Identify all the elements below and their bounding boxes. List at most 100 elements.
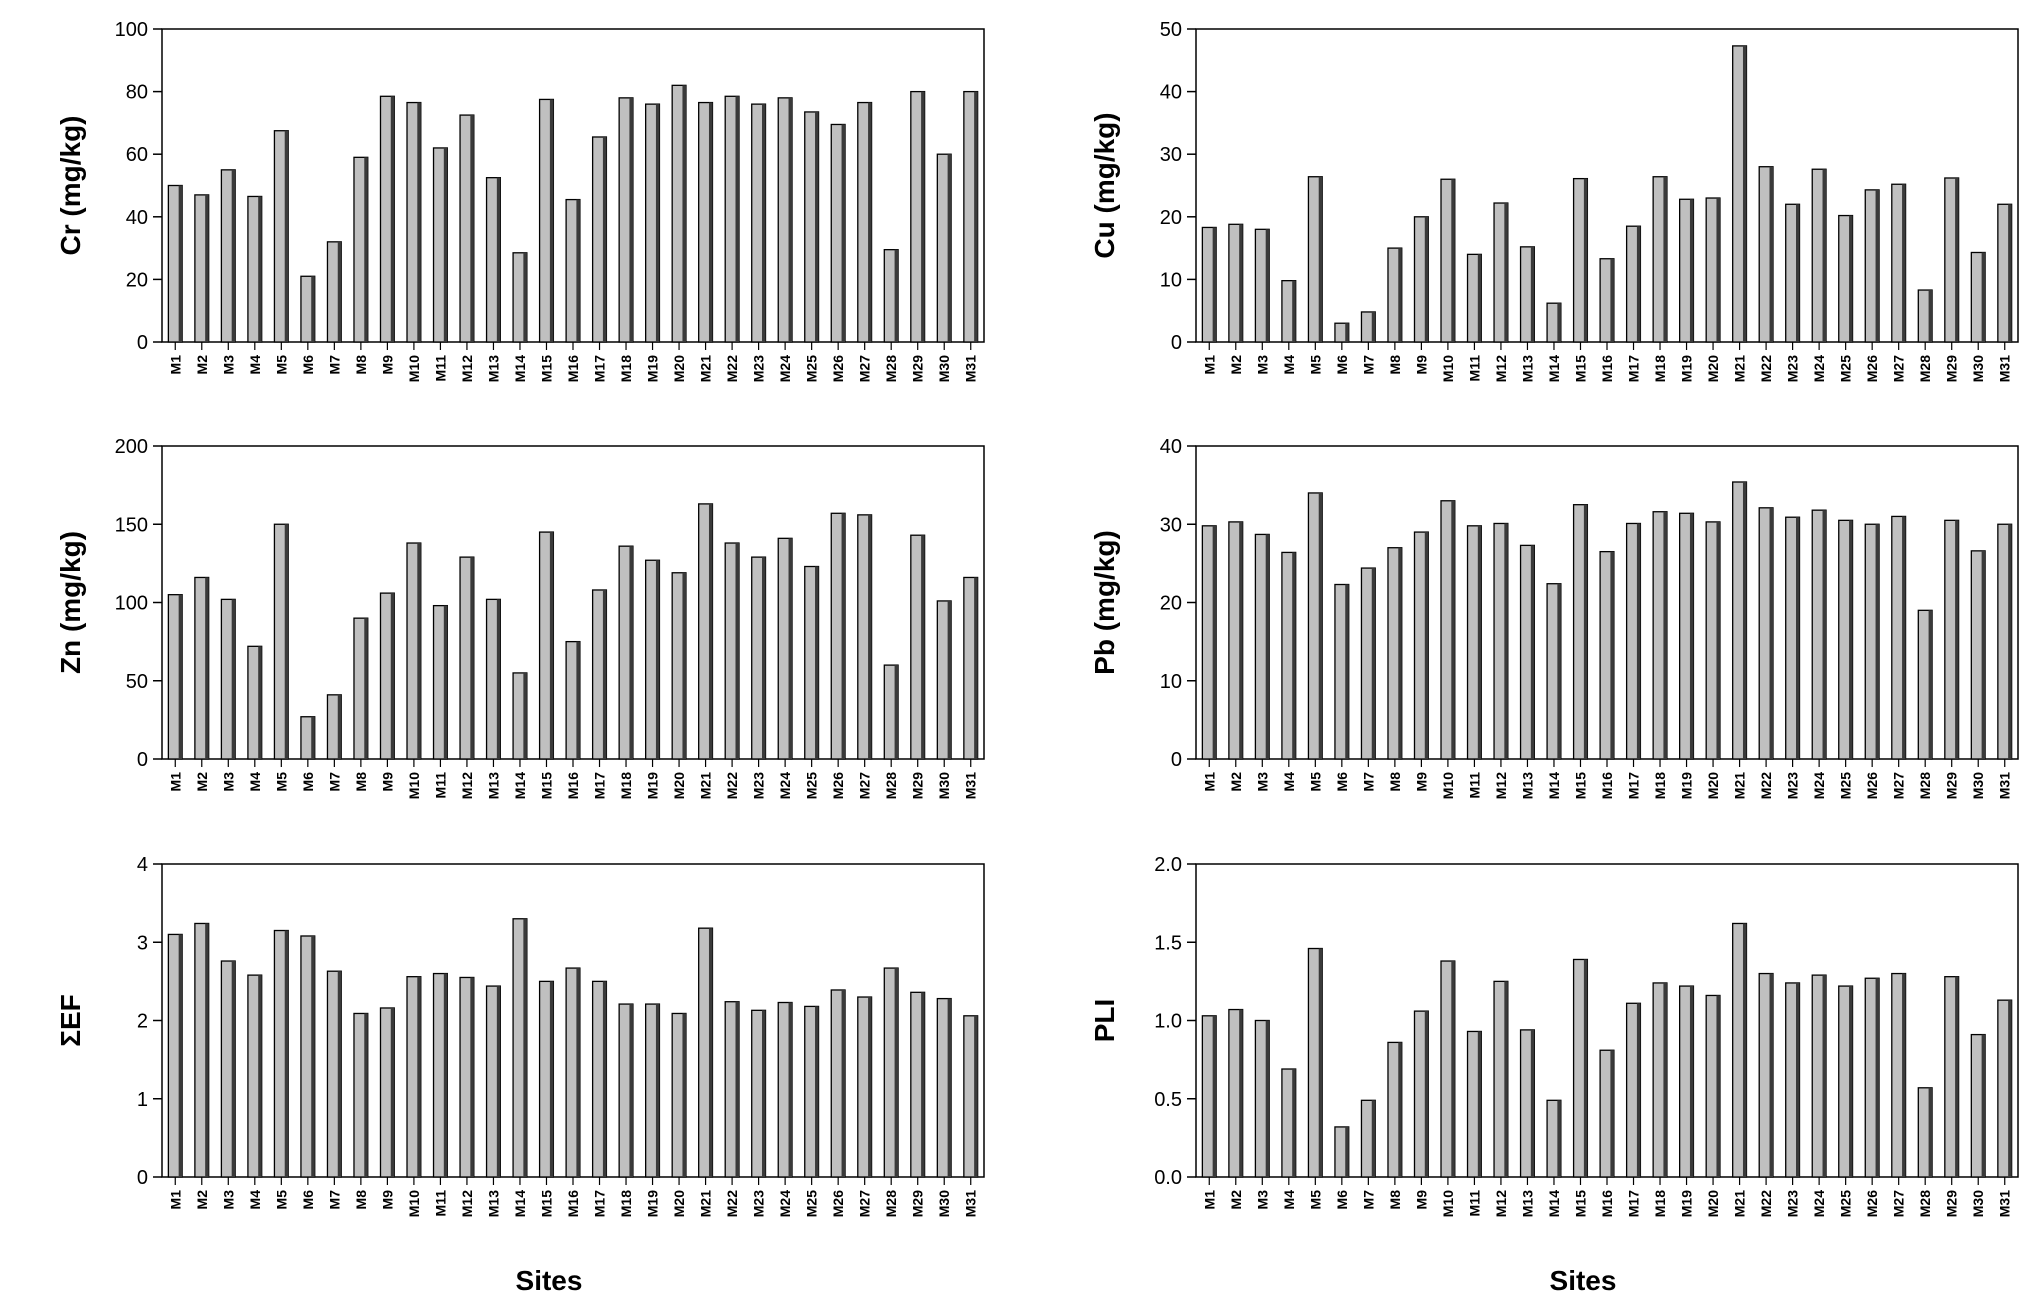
cu-category-label: M20 — [1705, 355, 1721, 382]
sef-bar-shade — [470, 977, 474, 1177]
pli-bar-shade — [1398, 1042, 1402, 1177]
pb-category-label: M4 — [1281, 772, 1297, 792]
zn-category-label: M15 — [538, 772, 554, 799]
zn-bar-shade — [974, 577, 978, 759]
cu-category-label: M4 — [1281, 355, 1297, 375]
zn-category-label: M4 — [247, 772, 263, 792]
cr-bar-shade — [735, 96, 739, 342]
cr-category-label: M31 — [963, 355, 979, 382]
pb-bar-shade — [1318, 492, 1323, 759]
panel-cu: 0 10 20 30 40 50 M1 M2 M3 M4 M5 M6 M7 M8 M9 M10 M11 M12 M1… — [1089, 19, 2019, 382]
zn-bar-shade — [337, 694, 342, 759]
pli-bar-shade — [1902, 973, 1906, 1177]
cr-category-label: M25 — [804, 355, 820, 382]
cu-category-label: M17 — [1626, 355, 1642, 382]
zn-category-label: M31 — [963, 772, 979, 799]
pli-category-label: M15 — [1572, 1190, 1588, 1217]
pli-category-label: M13 — [1519, 1190, 1535, 1217]
zn-bar-shade — [921, 535, 925, 759]
cu-bar-shade — [1583, 178, 1588, 342]
pb-category-label: M29 — [1944, 772, 1960, 799]
pb-y-axis-label: Pb (mg/kg) — [1089, 530, 1120, 675]
zn-bar-shade — [364, 618, 368, 759]
pli-bar-shade — [1345, 1126, 1349, 1177]
pb-category-label: M22 — [1758, 772, 1774, 799]
pli-bar-shade — [1769, 973, 1773, 1177]
pb-bar-shade — [1557, 583, 1561, 759]
pb-ytick-label: 40 — [1160, 436, 1182, 458]
sef-bar-shade — [496, 986, 501, 1177]
pli-category-label: M25 — [1838, 1190, 1854, 1217]
sef-ytick-label: 4 — [137, 854, 148, 876]
panel-sef: 0 1 2 3 4 M1 M2 M3 M4 M5 M6 M7 M8 M9 M10 M11 M12 M13 M14 M1… — [55, 854, 985, 1296]
pb-category-label: M25 — [1838, 772, 1854, 799]
zn-ytick-label: 50 — [126, 671, 148, 693]
pb-category-label: M21 — [1732, 772, 1748, 799]
cu-category-label: M16 — [1599, 355, 1615, 382]
pb-ytick-label: 30 — [1160, 514, 1182, 536]
sef-category-label: M7 — [326, 1190, 342, 1210]
cu-category-label: M22 — [1758, 355, 1774, 382]
pli-bar-shade — [1955, 976, 1959, 1177]
sef-ytick-label: 3 — [137, 932, 148, 954]
cu-bar-shade — [1742, 45, 1747, 342]
pb-category-label: M10 — [1440, 772, 1456, 799]
cr-ytick-label: 40 — [126, 207, 148, 229]
pb-bar-shade — [1477, 525, 1482, 759]
sef-category-label: M16 — [565, 1190, 581, 1217]
cu-ytick-label: 0 — [1171, 332, 1182, 354]
cu-category-label: M14 — [1546, 355, 1562, 382]
zn-category-label: M28 — [883, 772, 899, 799]
cu-category-label: M30 — [1970, 355, 1986, 382]
pb-bar-shade — [1424, 532, 1429, 759]
panel-cr: 0 20 40 60 80 100 M1 M2 M3 M4 M5 M6 M7 M8 M9 M10 M11 M12 M… — [55, 19, 985, 382]
pli-bar-shade — [1371, 1100, 1376, 1177]
zn-bar-shade — [815, 566, 819, 759]
cu-bar-shade — [1636, 226, 1641, 342]
pli-x-axis-label: Sites — [1550, 1265, 1617, 1296]
pli-bar-shade — [1530, 1029, 1535, 1177]
zn-bar-shade — [788, 538, 793, 759]
pb-category-label: M26 — [1864, 772, 1880, 799]
pb-bar-shade — [1265, 534, 1270, 759]
pb-category-label: M11 — [1466, 772, 1482, 799]
cr-bar-shade — [576, 199, 580, 342]
sef-category-label: M31 — [963, 1190, 979, 1217]
pli-category-label: M17 — [1626, 1190, 1642, 1217]
zn-category-label: M7 — [326, 772, 342, 792]
zn-category-label: M22 — [724, 772, 740, 799]
pli-category-label: M8 — [1387, 1190, 1403, 1210]
cr-bar-shade — [337, 241, 342, 342]
cu-category-label: M19 — [1679, 355, 1695, 382]
pb-category-label: M27 — [1891, 772, 1907, 799]
cr-category-label: M4 — [247, 355, 263, 375]
cr-category-label: M22 — [724, 355, 740, 382]
cu-bar-shade — [1928, 290, 1933, 342]
zn-category-label: M13 — [485, 772, 501, 799]
cu-y-axis-label: Cu (mg/kg) — [1089, 112, 1120, 258]
pb-bar-shade — [2008, 524, 2012, 759]
pli-bar-shade — [1663, 982, 1667, 1177]
pb-bar-shade — [1239, 521, 1243, 759]
sef-category-label: M13 — [485, 1190, 501, 1217]
pli-category-label: M2 — [1228, 1190, 1244, 1210]
pb-bar-shade — [1716, 521, 1720, 759]
cu-ytick-label: 10 — [1160, 269, 1182, 291]
cr-category-label: M26 — [830, 355, 846, 382]
zn-bar-shade — [735, 543, 739, 759]
pli-category-label: M31 — [1997, 1190, 2013, 1217]
pb-bar-shade — [1928, 610, 1933, 759]
pb-category-label: M6 — [1334, 772, 1350, 792]
cu-category-label: M25 — [1838, 355, 1854, 382]
pli-category-label: M23 — [1785, 1190, 1801, 1217]
sef-bar-shade — [390, 1007, 395, 1177]
zn-category-label: M30 — [936, 772, 952, 799]
cu-bar-shade — [1689, 199, 1694, 342]
cu-bar-shade — [1318, 176, 1323, 342]
cr-category-label: M1 — [167, 355, 183, 375]
zn-bar-shade — [708, 503, 713, 759]
zn-category-label: M9 — [379, 772, 395, 792]
cr-category-label: M9 — [379, 355, 395, 375]
pli-ytick-label: 1.5 — [1154, 932, 1182, 954]
zn-bar-shade — [947, 600, 952, 759]
